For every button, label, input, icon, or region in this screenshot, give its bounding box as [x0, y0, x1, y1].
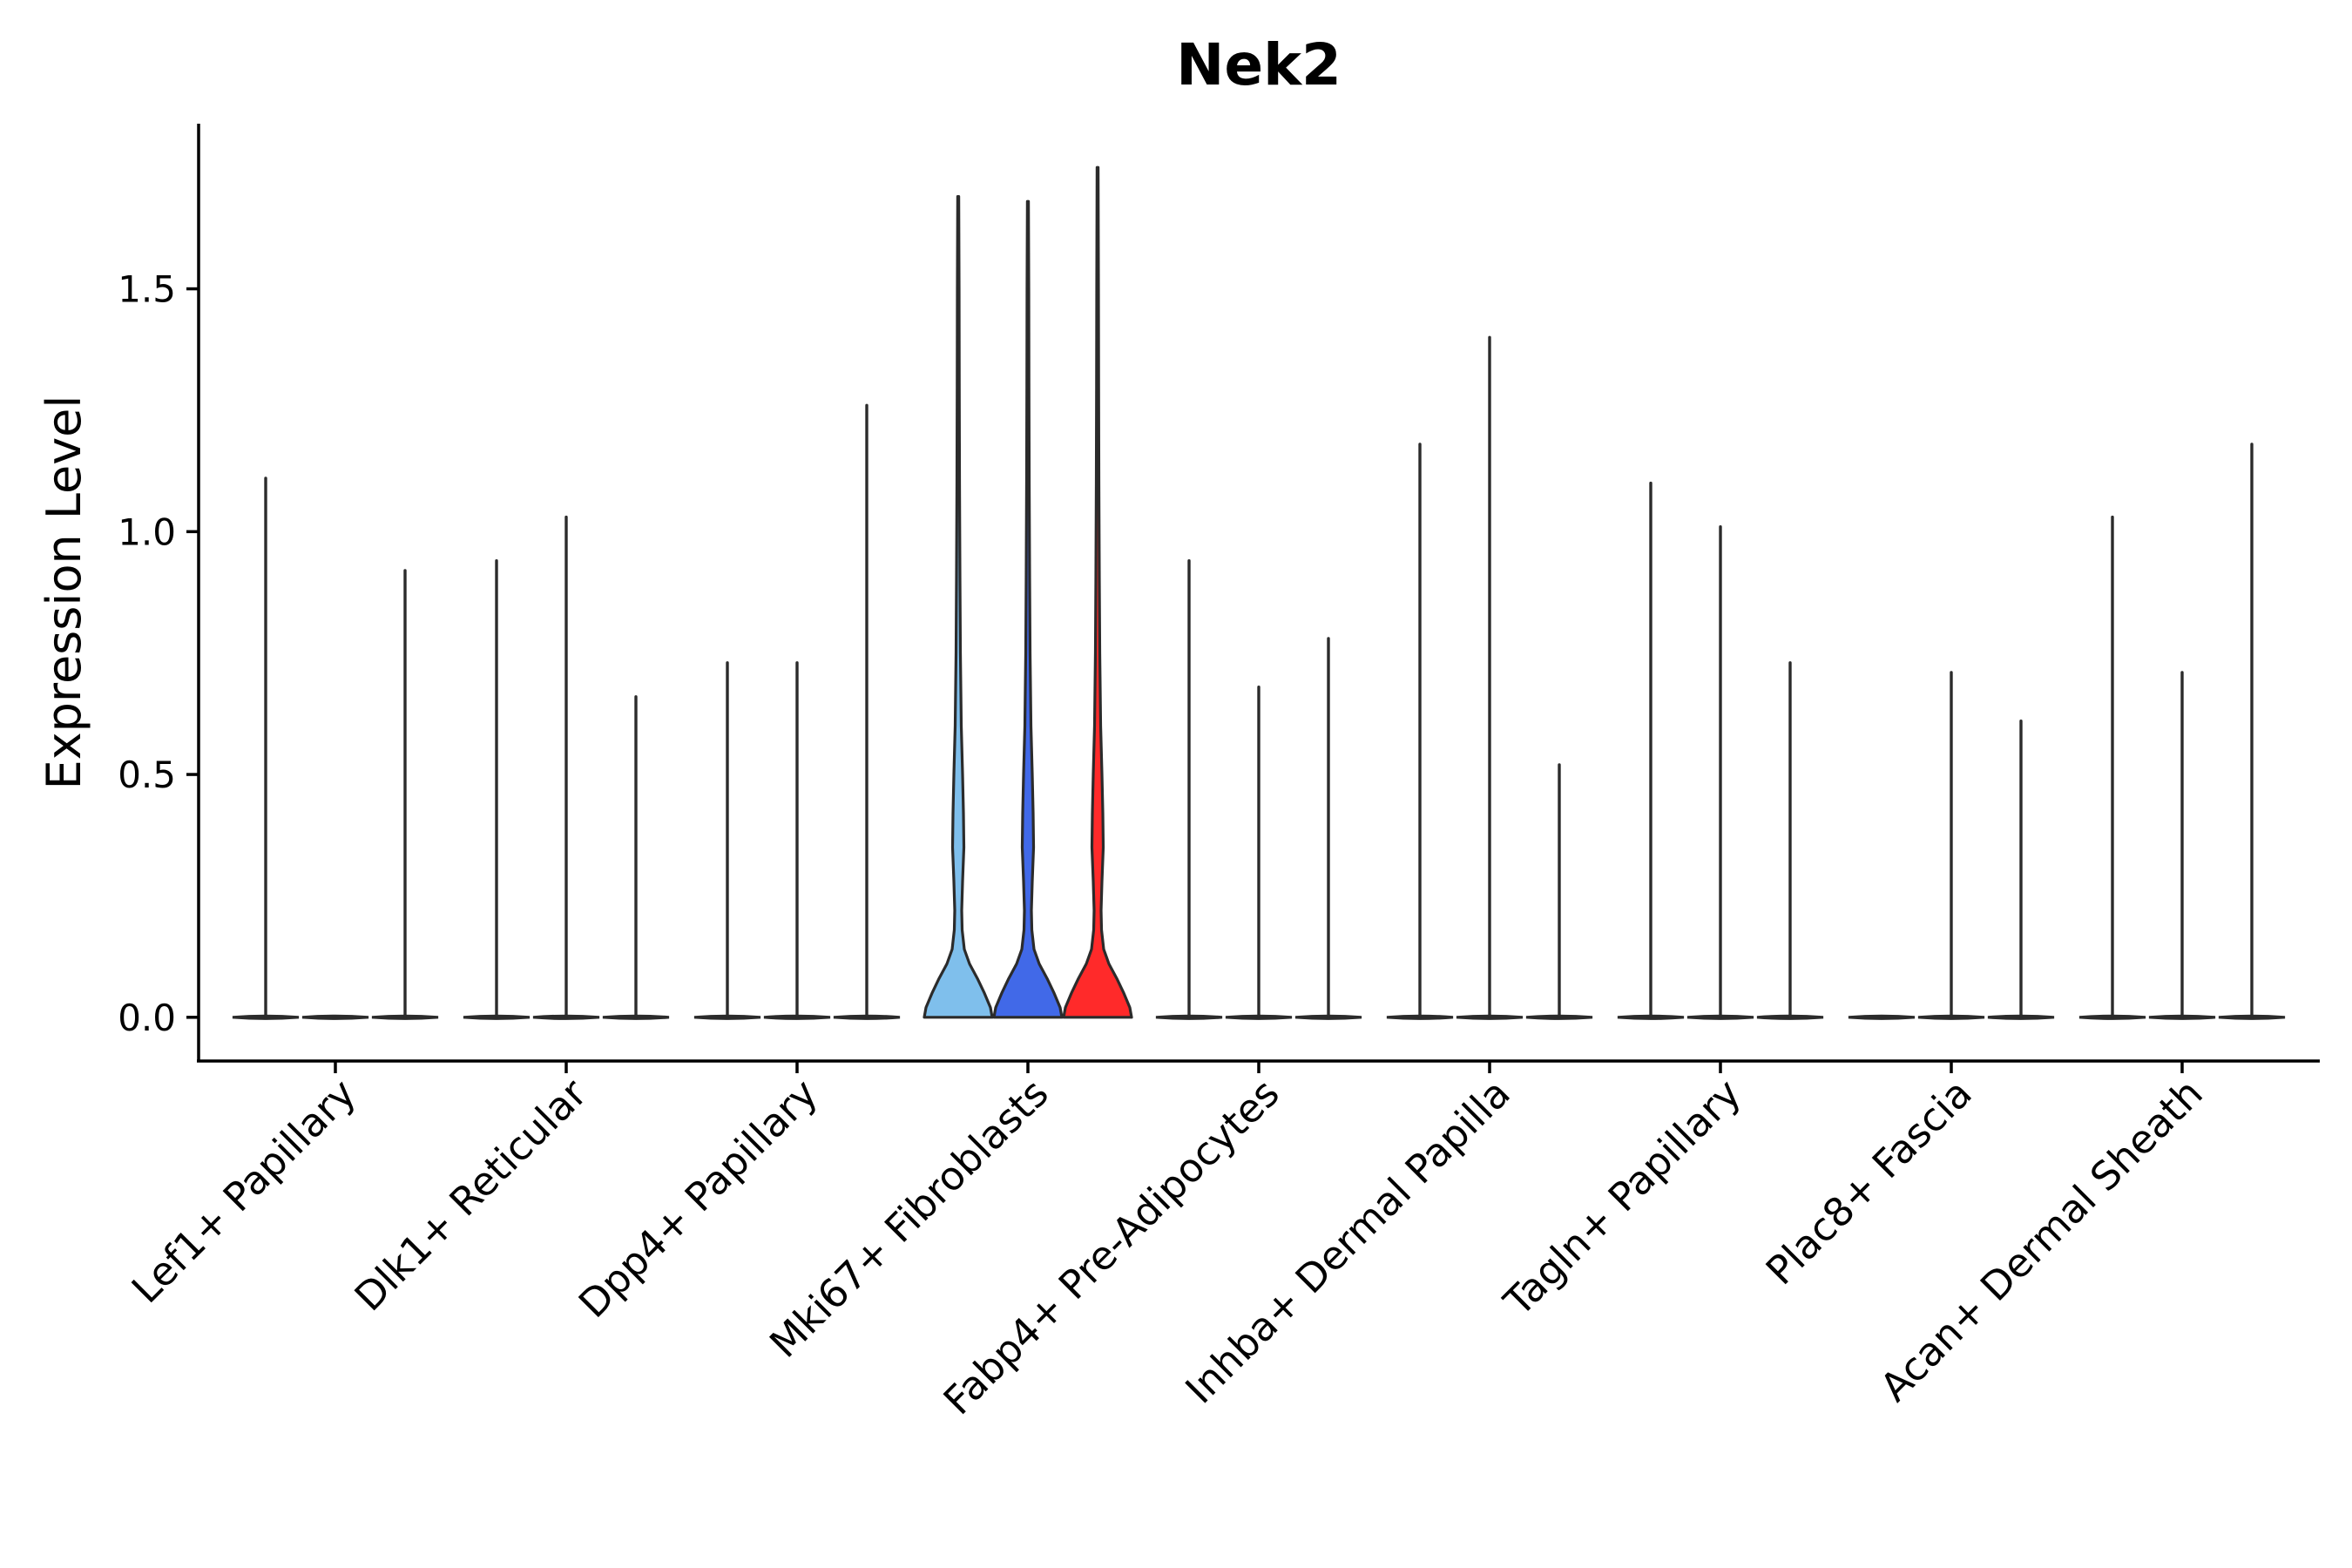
- violin-base: [301, 1014, 369, 1020]
- x-tick-label: Tagln+ Papillary: [1495, 1070, 1750, 1325]
- violin-body: [1062, 166, 1133, 1019]
- violin-body: [992, 199, 1064, 1019]
- violin-base: [1848, 1014, 1916, 1020]
- x-tick-label: Plac8+ Fascia: [1757, 1070, 1981, 1294]
- violin-body: [923, 195, 994, 1019]
- x-tick-label: Dlk1+ Reticular: [346, 1070, 596, 1320]
- y-tick-label: 1.5: [118, 268, 176, 311]
- y-tick-label: 0.0: [118, 997, 176, 1039]
- x-tick-label: Lef1+ Papillary: [123, 1070, 365, 1312]
- x-tick-label: Dpp4+ Papillary: [570, 1070, 827, 1327]
- violin-layer: [232, 166, 2286, 1020]
- y-axis-label: Expression Level: [37, 395, 91, 790]
- y-tick-label: 0.5: [118, 754, 176, 796]
- chart-title: Nek2: [1176, 31, 1342, 98]
- y-tick-label: 1.0: [118, 510, 176, 553]
- y-ticks: 0.0 0.5 1.0 1.5: [118, 268, 199, 1039]
